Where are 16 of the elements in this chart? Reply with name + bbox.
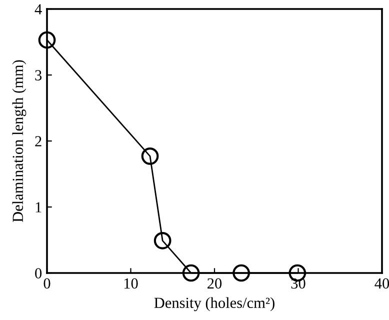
y-tick-label: 3 bbox=[35, 70, 42, 80]
x-tick-label: 20 bbox=[208, 278, 222, 289]
y-tick-label: 4 bbox=[34, 4, 42, 14]
x-tick-label: 40 bbox=[374, 278, 389, 289]
y-axis-title: Delamination length (mm) bbox=[12, 60, 26, 222]
point bbox=[38, 31, 56, 49]
y-tick-label: 2 bbox=[35, 136, 42, 146]
y-tick-label: 1 bbox=[36, 202, 42, 212]
y-tick-label: 0 bbox=[35, 268, 42, 278]
point bbox=[182, 264, 200, 282]
x-axis-title: Density (holes/cm²) bbox=[154, 297, 274, 312]
point bbox=[154, 232, 172, 250]
point bbox=[141, 147, 159, 165]
point bbox=[232, 264, 250, 282]
x-tick-label: 0 bbox=[44, 278, 50, 289]
x-tick-label: 10 bbox=[124, 278, 138, 289]
